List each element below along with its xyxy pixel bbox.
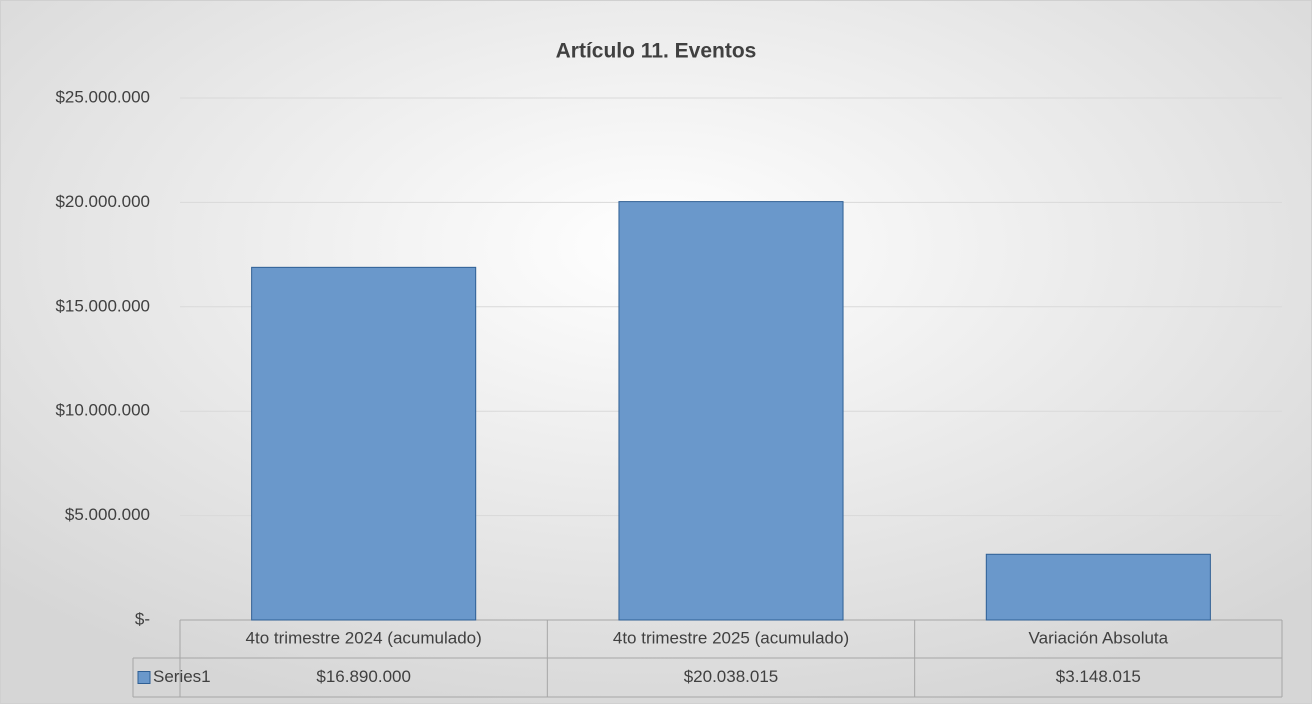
- y-tick-label: $-: [135, 609, 150, 628]
- data-label: $20.038.015: [684, 667, 779, 686]
- data-label: $16.890.000: [316, 667, 411, 686]
- bar: [618, 201, 844, 621]
- y-tick-label: $20.000.000: [55, 192, 150, 211]
- legend-label: Series1: [153, 667, 211, 686]
- y-tick-label: $15.000.000: [55, 296, 150, 315]
- bar: [985, 553, 1211, 621]
- bar: [251, 266, 477, 621]
- chart-title: Artículo 11. Eventos: [556, 40, 757, 63]
- x-tick-label: 4to trimestre 2025 (acumulado): [613, 628, 849, 647]
- x-tick-label: Variación Absoluta: [1029, 628, 1169, 647]
- data-label: $3.148.015: [1056, 667, 1141, 686]
- y-tick-label: $5.000.000: [65, 505, 150, 524]
- legend-key: [137, 671, 151, 684]
- x-tick-label: 4to trimestre 2024 (acumulado): [246, 628, 482, 647]
- y-tick-label: $10.000.000: [55, 401, 150, 420]
- y-tick-label: $25.000.000: [55, 87, 150, 106]
